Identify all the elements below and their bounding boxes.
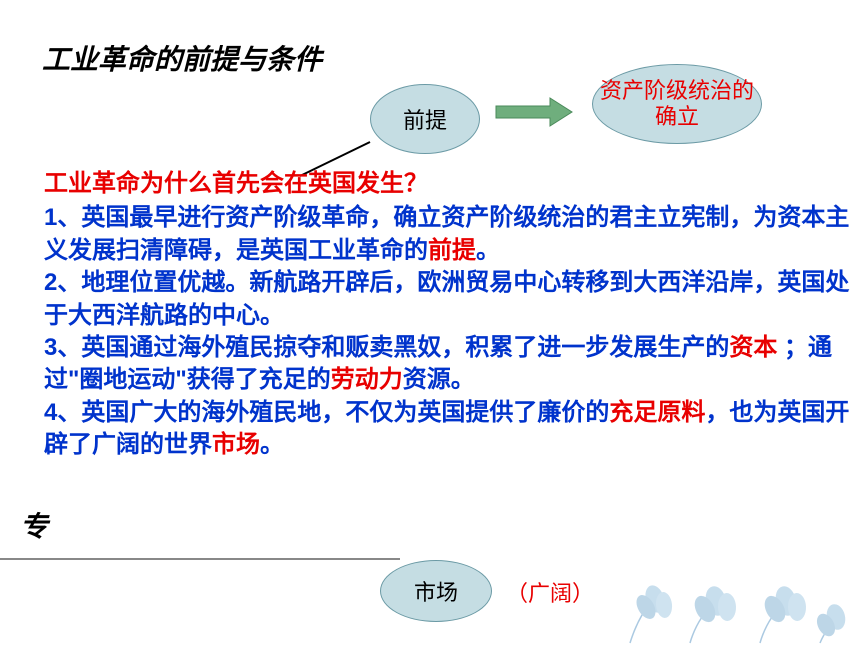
point-1: 1、英国最早进行资产阶级革命，确立资产阶级统治的君主立宪制，为资本主义发展扫清障… — [44, 202, 854, 267]
question: 工业革命为什么首先会在英国发生？ — [44, 168, 854, 200]
broad-label: （广阔） — [506, 576, 594, 608]
flowers-decoration-icon — [600, 585, 860, 645]
point-4: 4、英国广大的海外殖民地，不仅为英国提供了廉价的充足原料，也为英国开辟了广阔的世… — [44, 397, 854, 462]
content-block: 工业革命为什么首先会在英国发生？ 1、英国最早进行资产阶级革命，确立资产阶级统治… — [44, 168, 854, 462]
page-title: 工业革命的前提与条件 — [42, 38, 322, 78]
point-2: 2、地理位置优越。新航路开辟后，欧洲贸易中心转移到大西洋沿岸，英国处于大西洋航路… — [44, 267, 854, 332]
left-edge-text: 专 — [20, 505, 48, 545]
divider-line — [0, 558, 400, 560]
ellipse-market: 市场 — [380, 560, 492, 622]
ellipse-result: 资产阶级统治的确立 — [592, 64, 762, 144]
ellipse-premise: 前提 — [370, 84, 480, 154]
point-3: 3、英国通过海外殖民掠夺和贩卖黑奴，积累了进一步发展生产的资本 ；通过"圈地运动… — [44, 332, 854, 397]
arrow-right-icon — [494, 96, 574, 128]
